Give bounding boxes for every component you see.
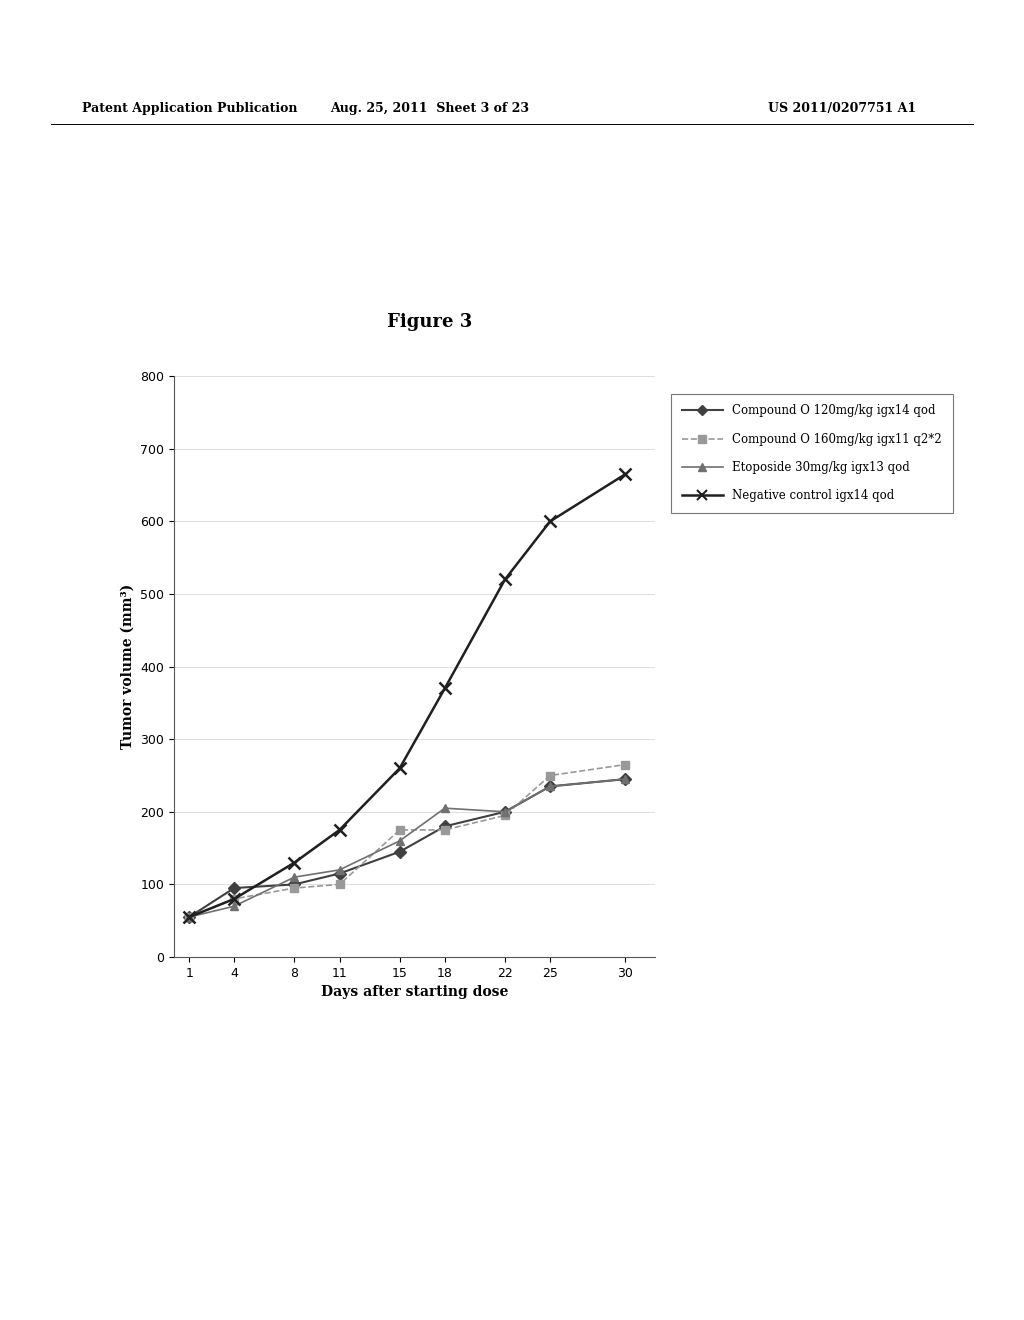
Etoposide 30mg/kg igx13 qod bbox=[499, 804, 511, 820]
Compound O 160mg/kg igx11 q2*2 bbox=[183, 909, 196, 925]
Line: Compound O 160mg/kg igx11 q2*2: Compound O 160mg/kg igx11 q2*2 bbox=[185, 760, 630, 921]
Negative control igx14 qod bbox=[183, 909, 196, 925]
Line: Etoposide 30mg/kg igx13 qod: Etoposide 30mg/kg igx13 qod bbox=[185, 775, 630, 921]
Text: Aug. 25, 2011  Sheet 3 of 23: Aug. 25, 2011 Sheet 3 of 23 bbox=[331, 102, 529, 115]
Y-axis label: Tumor volume (mm³): Tumor volume (mm³) bbox=[121, 583, 135, 750]
Compound O 120mg/kg igx14 qod bbox=[393, 843, 406, 859]
Text: Patent Application Publication: Patent Application Publication bbox=[82, 102, 297, 115]
Negative control igx14 qod bbox=[544, 513, 556, 529]
Etoposide 30mg/kg igx13 qod bbox=[544, 779, 556, 795]
Negative control igx14 qod bbox=[289, 855, 301, 871]
Etoposide 30mg/kg igx13 qod bbox=[289, 869, 301, 884]
Etoposide 30mg/kg igx13 qod bbox=[438, 800, 451, 816]
Negative control igx14 qod bbox=[228, 891, 241, 907]
Etoposide 30mg/kg igx13 qod bbox=[183, 909, 196, 925]
Compound O 120mg/kg igx14 qod bbox=[334, 866, 346, 882]
Etoposide 30mg/kg igx13 qod bbox=[228, 898, 241, 913]
Compound O 120mg/kg igx14 qod bbox=[228, 880, 241, 896]
Negative control igx14 qod bbox=[438, 680, 451, 696]
Compound O 120mg/kg igx14 qod bbox=[183, 909, 196, 925]
Legend: Compound O 120mg/kg igx14 qod, Compound O 160mg/kg igx11 q2*2, Etoposide 30mg/kg: Compound O 120mg/kg igx14 qod, Compound … bbox=[671, 393, 952, 513]
Compound O 120mg/kg igx14 qod bbox=[499, 804, 511, 820]
Compound O 160mg/kg igx11 q2*2 bbox=[499, 808, 511, 824]
Compound O 120mg/kg igx14 qod bbox=[544, 779, 556, 795]
Text: Figure 3: Figure 3 bbox=[387, 313, 473, 331]
Compound O 160mg/kg igx11 q2*2 bbox=[544, 768, 556, 784]
Etoposide 30mg/kg igx13 qod bbox=[620, 771, 632, 787]
Compound O 120mg/kg igx14 qod bbox=[289, 876, 301, 892]
Negative control igx14 qod bbox=[393, 760, 406, 776]
Etoposide 30mg/kg igx13 qod bbox=[334, 862, 346, 878]
Compound O 120mg/kg igx14 qod bbox=[620, 771, 632, 787]
Line: Compound O 120mg/kg igx14 qod: Compound O 120mg/kg igx14 qod bbox=[185, 775, 630, 921]
X-axis label: Days after starting dose: Days after starting dose bbox=[322, 985, 508, 999]
Compound O 160mg/kg igx11 q2*2 bbox=[438, 822, 451, 838]
Text: US 2011/0207751 A1: US 2011/0207751 A1 bbox=[768, 102, 916, 115]
Negative control igx14 qod bbox=[499, 572, 511, 587]
Compound O 160mg/kg igx11 q2*2 bbox=[393, 822, 406, 838]
Line: Negative control igx14 qod: Negative control igx14 qod bbox=[183, 469, 631, 923]
Compound O 120mg/kg igx14 qod bbox=[438, 818, 451, 834]
Negative control igx14 qod bbox=[334, 822, 346, 838]
Compound O 160mg/kg igx11 q2*2 bbox=[289, 880, 301, 896]
Compound O 160mg/kg igx11 q2*2 bbox=[228, 891, 241, 907]
Etoposide 30mg/kg igx13 qod bbox=[393, 833, 406, 849]
Negative control igx14 qod bbox=[620, 466, 632, 482]
Compound O 160mg/kg igx11 q2*2 bbox=[334, 876, 346, 892]
Compound O 160mg/kg igx11 q2*2 bbox=[620, 756, 632, 772]
